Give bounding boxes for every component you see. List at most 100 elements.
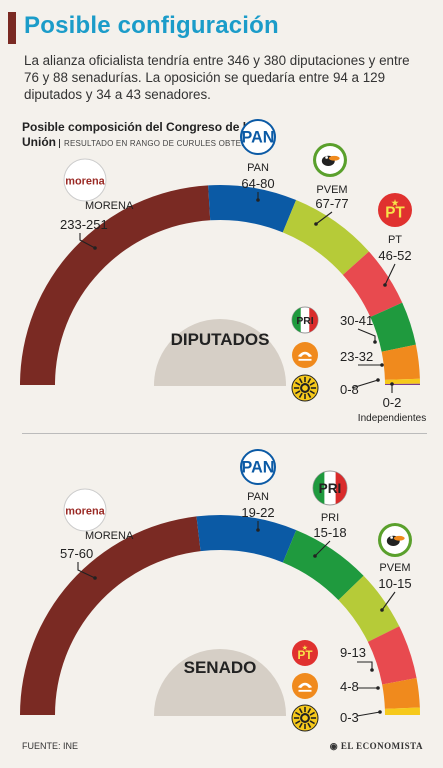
seat-range-pvem: 10-15	[378, 576, 411, 591]
chamber-title: SENADO	[184, 658, 257, 677]
seat-range-mc: 23-32	[340, 349, 373, 364]
leader-dot	[376, 686, 380, 690]
party-name-pt: PT	[388, 234, 402, 246]
seat-range-pt: 46-52	[378, 248, 411, 263]
hub-base	[154, 384, 286, 386]
seat-arc-mc	[382, 677, 420, 709]
seat-range-prd: 0-8	[340, 382, 359, 397]
seat-arc-mc	[381, 344, 420, 380]
party-name-morena: MORENA	[85, 530, 134, 542]
seat-arc-pri	[370, 302, 416, 352]
leader-line	[77, 562, 96, 579]
chamber-hub	[154, 319, 286, 385]
pvem-logo	[313, 143, 347, 177]
svg-text:PT: PT	[385, 205, 405, 222]
title-accent-bar	[8, 12, 16, 44]
brand-logo: ◉ EL ECONOMISTA	[329, 741, 423, 751]
leader-line	[351, 379, 379, 389]
leader-dot	[380, 363, 384, 367]
party-name-pan: PAN	[247, 162, 269, 174]
seat-arc-pan	[196, 515, 297, 563]
seat-range-morena: 233-251	[60, 217, 108, 232]
party-name-morena: MORENA	[85, 200, 134, 212]
morena-logo: morena	[63, 488, 107, 532]
seat-arc-pvem	[338, 575, 400, 642]
seat-range-pri: 15-18	[313, 525, 346, 540]
prd-logo	[291, 704, 319, 732]
seat-range-pan: 19-22	[241, 505, 274, 520]
svg-text:PRI: PRI	[319, 481, 342, 496]
seat-arc-pt	[367, 626, 417, 685]
svg-text:PAN: PAN	[242, 129, 275, 147]
subtitle-note: RESULTADO EN RANGO DE CURULES OBTENIDAS	[59, 139, 267, 148]
leader-dot	[313, 554, 317, 558]
chart-subtitle: Posible composición del Congreso de la U…	[22, 120, 267, 151]
svg-text:morena: morena	[65, 176, 105, 188]
party-name-pvem: PVEM	[316, 184, 347, 196]
seat-arc-prd	[384, 378, 420, 384]
leader-dot	[314, 222, 318, 226]
svg-text:PRI: PRI	[296, 316, 313, 327]
svg-text:★: ★	[391, 198, 399, 208]
chamber-title: DIPUTADOS	[171, 330, 270, 349]
diputados-chart	[20, 185, 420, 393]
leader-dot	[376, 378, 380, 382]
seat-range-pt: 9-13	[340, 645, 366, 660]
leader-line	[356, 711, 381, 717]
seat-arc-prd	[384, 707, 420, 715]
leader-dot	[93, 576, 97, 580]
source-note: FUENTE: INE	[22, 741, 79, 751]
seat-arc-morena	[20, 516, 201, 715]
seat-range-ind: 0-2	[383, 395, 402, 410]
pvem-logo	[378, 523, 412, 557]
seat-range-prd: 0-3	[340, 710, 359, 725]
chamber-hub	[154, 649, 286, 715]
seat-range-pri: 30-41	[340, 313, 373, 328]
leader-line	[357, 328, 376, 342]
seat-arc-pan	[208, 185, 297, 233]
subtitle-line-2: Unión	[22, 135, 56, 149]
mc-logo	[292, 673, 318, 699]
leader-dot	[256, 528, 260, 532]
seat-range-pvem: 67-77	[315, 196, 348, 211]
seat-arc-pt	[342, 251, 403, 318]
leader-line	[315, 211, 333, 225]
party-name-pan: PAN	[247, 491, 269, 503]
party-name-pvem: PVEM	[379, 562, 410, 574]
leader-line	[357, 661, 373, 670]
seat-arc-morena	[20, 185, 211, 385]
leader-dot	[383, 283, 387, 287]
leader-line	[79, 233, 96, 249]
seat-range-mc: 4-8	[340, 679, 359, 694]
page-title: Posible configuración	[24, 12, 279, 39]
pan-logo: PAN	[240, 449, 276, 485]
svg-text:★: ★	[302, 644, 308, 652]
pan-logo: PAN	[240, 119, 276, 155]
svg-text:PT: PT	[298, 649, 314, 662]
brand-name: EL ECONOMISTA	[340, 741, 423, 751]
leader-dot	[378, 710, 382, 714]
subtitle-line-1: Posible composición del Congreso de la	[22, 120, 253, 134]
svg-text:morena: morena	[65, 506, 105, 518]
prd-logo	[291, 374, 319, 402]
senado-chart	[20, 515, 420, 717]
leader-dot	[373, 340, 377, 344]
seat-arc-pri	[282, 530, 364, 601]
seat-range-morena: 57-60	[60, 546, 93, 561]
leader-dot	[370, 668, 374, 672]
pt-logo: PT★	[378, 193, 412, 227]
leader-dot	[390, 382, 394, 386]
party-name-pri: PRI	[321, 512, 339, 524]
leader-dot	[256, 198, 260, 202]
seat-range-pan: 64-80	[241, 176, 274, 191]
hub-base	[154, 714, 286, 716]
seat-arc-pvem	[282, 200, 369, 275]
lede-text: La alianza oficialista tendría entre 346…	[24, 53, 410, 102]
pt-logo: PT★	[292, 640, 318, 666]
section-divider	[22, 433, 427, 434]
morena-logo: morena	[63, 158, 107, 202]
mc-logo	[292, 342, 318, 368]
leader-dot	[93, 246, 97, 250]
